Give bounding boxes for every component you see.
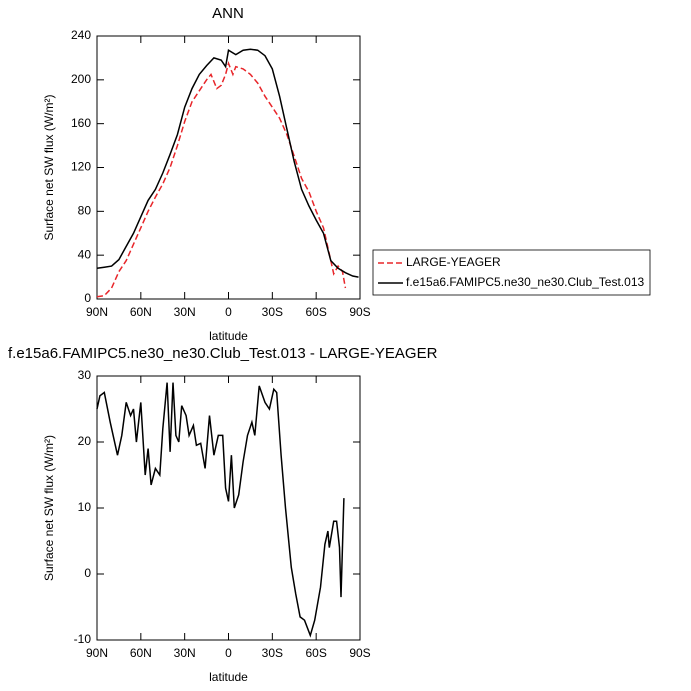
y-axis-label: Surface net SW flux (W/m²)	[42, 94, 56, 240]
y-tick-label: 30	[78, 368, 92, 382]
legend-label: f.e15a6.FAMIPC5.ne30_ne30.Club_Test.013	[406, 275, 644, 289]
y-tick-label: 120	[71, 160, 91, 174]
plot-frame	[96, 35, 361, 300]
data-line	[96, 382, 345, 638]
legend-label: LARGE-YEAGER	[406, 255, 501, 269]
x-tick-label: 60S	[305, 646, 326, 660]
x-axis-label: latitude	[209, 670, 248, 684]
x-tick-label: 0	[225, 305, 232, 319]
x-tick-label: 90N	[86, 305, 108, 319]
x-tick-label: 30S	[262, 646, 283, 660]
x-tick-label: 90S	[349, 646, 370, 660]
chart-title: ANN	[212, 5, 244, 22]
x-tick-label: 60N	[130, 646, 152, 660]
y-tick-label: 160	[71, 116, 91, 130]
y-tick-label: -10	[74, 632, 92, 646]
y-tick-label: 0	[84, 566, 91, 580]
x-axis-label: latitude	[209, 329, 248, 343]
data-line	[96, 48, 359, 278]
x-tick-label: 0	[225, 646, 232, 660]
y-tick-label: 0	[84, 291, 91, 305]
y-tick-label: 10	[78, 500, 92, 514]
x-tick-label: 30N	[174, 646, 196, 660]
x-tick-label: 90S	[349, 305, 370, 319]
y-axis-label: Surface net SW flux (W/m²)	[42, 435, 56, 581]
x-tick-label: 30N	[174, 305, 196, 319]
x-tick-label: 30S	[262, 305, 283, 319]
y-tick-label: 40	[78, 247, 92, 261]
x-tick-label: 90N	[86, 646, 108, 660]
x-tick-label: 60S	[305, 305, 326, 319]
y-tick-label: 80	[78, 204, 92, 218]
legend-box	[372, 249, 651, 296]
chart-title: f.e15a6.FAMIPC5.ne30_ne30.Club_Test.013 …	[8, 345, 438, 362]
y-tick-label: 20	[78, 434, 92, 448]
y-tick-label: 200	[71, 72, 91, 86]
y-tick-label: 240	[71, 28, 91, 42]
plot-frame	[96, 375, 361, 641]
x-tick-label: 60N	[130, 305, 152, 319]
data-line	[96, 61, 347, 298]
